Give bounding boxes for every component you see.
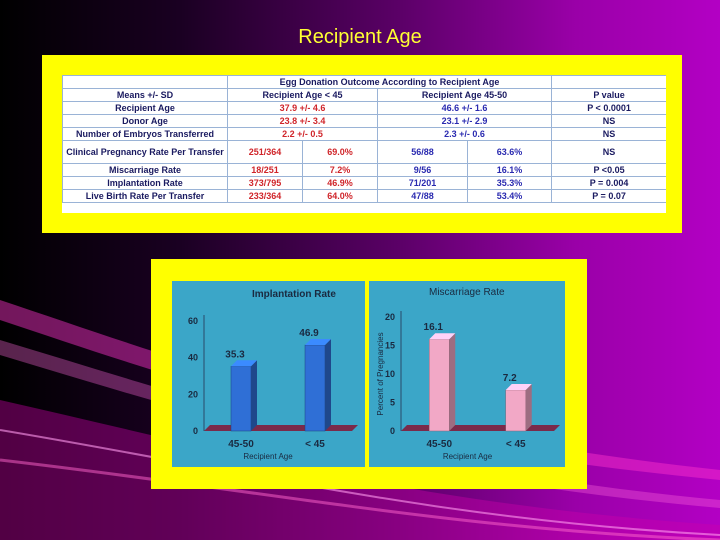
cell-45-50: 46.6 +/- 1.6 [376, 101, 553, 115]
cell-p-value: NS [551, 127, 666, 141]
cell-p-value: P = 0.07 [551, 189, 666, 203]
x-tick-label: 45-50 [426, 439, 452, 450]
bar-side [325, 339, 331, 431]
outcome-table-wrap: Egg Donation Outcome According to Recipi… [62, 75, 666, 213]
table-row: Clinical Pregnancy Rate Per Transfer 251… [62, 140, 666, 164]
cell-45-50-pct: 53.4% [466, 189, 553, 203]
y-tick-label: 60 [188, 316, 198, 326]
cell-45-50: 23.1 +/- 2.9 [376, 114, 553, 128]
y-tick-label: 5 [390, 398, 395, 408]
implantation-rate-chart: Implantation Rate 0 20 40 60 35.3 45-50 46.9 < 4… [188, 289, 358, 461]
bar-top [429, 333, 456, 340]
bar [505, 389, 526, 432]
table-panel: Egg Donation Outcome According to Recipi… [42, 55, 682, 233]
implantation-chart-area: Implantation Rate 0 20 40 60 35.3 45-50 46.9 < 4… [172, 281, 365, 467]
bar-side [251, 360, 257, 431]
table-row: Recipient Age 37.9 +/- 4.6 46.6 +/- 1.6 … [62, 101, 666, 115]
cell-45-50-pct: 16.1% [466, 163, 553, 177]
miscarriage-chart-area: Miscarriage Rate 0 5 10 15 20 16.1 45-50 7.2 < 45… [369, 281, 565, 467]
cell-under-45-pct: 64.0% [302, 189, 378, 203]
bar [304, 344, 326, 432]
cell-under-45-count: 18/251 [227, 163, 303, 177]
table-row: Implantation Rate 373/795 46.9% 71/201 3… [62, 176, 666, 190]
cell-p-value: P = 0.004 [551, 176, 666, 190]
header-p-value: P value [551, 88, 666, 102]
x-tick-label: < 45 [506, 439, 526, 450]
cell-45-50-pct: 63.6% [466, 140, 553, 164]
table-title-spacer [551, 75, 666, 89]
cell-under-45: 37.9 +/- 4.6 [227, 101, 378, 115]
row-label: Implantation Rate [62, 176, 228, 190]
chart-title: Implantation Rate [252, 289, 336, 300]
x-axis-label: Recipient Age [443, 452, 493, 461]
row-label: Clinical Pregnancy Rate Per Transfer [62, 140, 228, 164]
cell-under-45: 23.8 +/- 3.4 [227, 114, 378, 128]
bar-top [505, 383, 532, 390]
cell-under-45-count: 233/364 [227, 189, 303, 203]
cell-under-45-count: 251/364 [227, 140, 303, 164]
table-title-row: Egg Donation Outcome According to Recipi… [62, 75, 666, 89]
row-label: Number of Embryos Transferred [62, 127, 228, 141]
slide-title: Recipient Age [298, 26, 422, 48]
y-tick-label: 0 [193, 426, 198, 436]
cell-45-50-count: 71/201 [377, 176, 468, 190]
row-label: Miscarriage Rate [62, 163, 228, 177]
x-axis-label: Recipient Age [243, 452, 293, 461]
row-label: Donor Age [62, 114, 228, 128]
cell-p-value: NS [551, 114, 666, 128]
cell-p-value: P <0.05 [551, 163, 666, 177]
chart-floor [401, 425, 560, 431]
cell-under-45-pct: 69.0% [302, 140, 378, 164]
table-row: Number of Embryos Transferred 2.2 +/- 0.… [62, 127, 666, 141]
y-tick-label: 15 [385, 341, 395, 351]
row-label: Live Birth Rate Per Transfer [62, 189, 228, 203]
x-tick-label: < 45 [305, 439, 325, 450]
cell-45-50-pct: 35.3% [466, 176, 553, 190]
row-label: Recipient Age [62, 101, 228, 115]
y-axis-label: Percent of Pregnancies [376, 332, 385, 415]
miscarriage-rate-chart: Miscarriage Rate 0 5 10 15 20 16.1 45-50 7.2 < 45… [376, 287, 560, 461]
x-tick-label: 45-50 [228, 439, 254, 450]
cell-45-50-count: 9/56 [377, 163, 468, 177]
y-tick-label: 0 [390, 426, 395, 436]
table-title-spacer [62, 75, 228, 89]
chart-floor [204, 425, 358, 431]
cell-p-value: NS [551, 140, 666, 164]
header-age-under-45: Recipient Age < 45 [227, 88, 378, 102]
chart-title: Miscarriage Rate [429, 287, 505, 298]
table-row: Live Birth Rate Per Transfer 233/364 64.… [62, 189, 666, 203]
header-means: Means +/- SD [62, 88, 228, 102]
outcome-table: Egg Donation Outcome According to Recipi… [62, 75, 666, 203]
bar [429, 338, 450, 432]
cell-under-45-count: 373/795 [227, 176, 303, 190]
header-age-45-50: Recipient Age 45-50 [376, 88, 553, 102]
y-tick-label: 10 [385, 369, 395, 379]
cell-45-50-count: 56/88 [377, 140, 468, 164]
table-title: Egg Donation Outcome According to Recipi… [226, 75, 553, 89]
table-row: Donor Age 23.8 +/- 3.4 23.1 +/- 2.9 NS [62, 114, 666, 128]
bar-side [449, 333, 456, 431]
y-tick-label: 20 [188, 389, 198, 399]
cell-45-50-count: 47/88 [377, 189, 468, 203]
y-tick-label: 20 [385, 312, 395, 322]
data-label: 35.3 [225, 349, 245, 360]
data-label: 7.2 [503, 373, 517, 384]
cell-under-45-pct: 46.9% [302, 176, 378, 190]
bar-top [231, 360, 257, 367]
data-label: 16.1 [424, 322, 444, 333]
cell-45-50: 2.3 +/- 0.6 [376, 127, 553, 141]
cell-under-45-pct: 7.2% [302, 163, 378, 177]
cell-p-value: P < 0.0001 [551, 101, 666, 115]
table-header-row: Means +/- SD Recipient Age < 45 Recipien… [62, 88, 666, 102]
data-label: 46.9 [299, 328, 319, 339]
bar-side [525, 383, 532, 431]
charts-panel: Implantation Rate 0 20 40 60 35.3 45-50 46.9 < 4… [151, 259, 587, 489]
cell-under-45: 2.2 +/- 0.5 [227, 127, 378, 141]
y-tick-label: 40 [188, 353, 198, 363]
bar [230, 366, 252, 432]
bar-top [305, 339, 331, 346]
table-row: Miscarriage Rate 18/251 7.2% 9/56 16.1% … [62, 163, 666, 177]
